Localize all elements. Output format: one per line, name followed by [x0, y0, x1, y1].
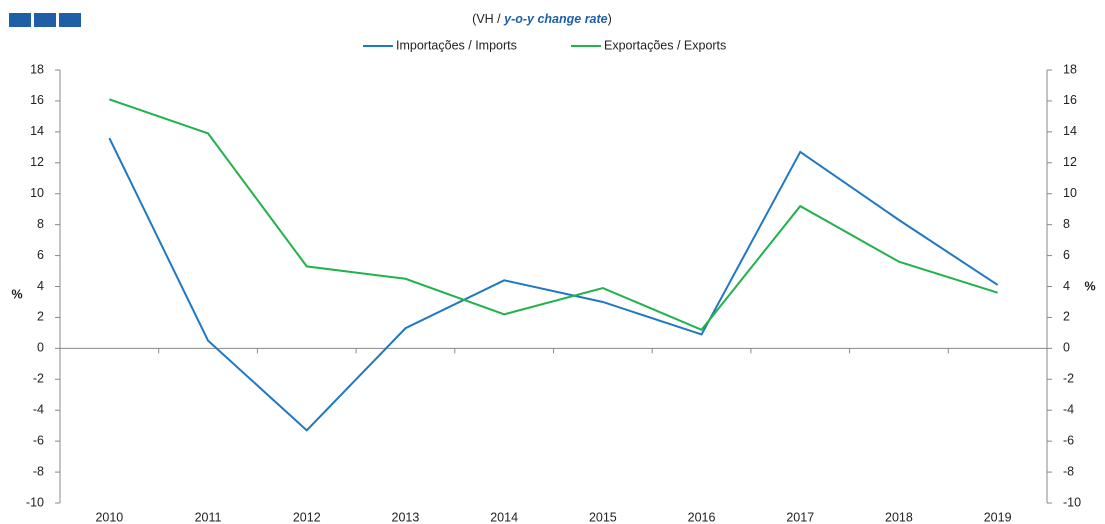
legend-label: Exportações / Exports	[604, 38, 726, 52]
title-emphasis: y-o-y change rate	[503, 12, 608, 26]
x-tick-label: 2012	[293, 510, 321, 524]
x-tick-label: 2015	[589, 510, 617, 524]
y-axis-label: %	[11, 287, 22, 301]
y2-tick-label: 14	[1063, 124, 1077, 138]
logo-block	[59, 13, 81, 27]
y-tick-label: 0	[37, 341, 44, 355]
chart-title: (VH / y-o-y change rate)	[472, 12, 612, 26]
y2-tick-label: 8	[1063, 217, 1070, 231]
x-tick-label: 2018	[885, 510, 913, 524]
y2-tick-label: -4	[1063, 403, 1074, 417]
y2-tick-label: 6	[1063, 248, 1070, 262]
y2-axis-label: %	[1084, 279, 1095, 293]
y2-tick-label: -2	[1063, 372, 1074, 386]
x-tick-label: 2019	[984, 510, 1012, 524]
logo-block	[9, 13, 31, 27]
title-suffix: )	[608, 12, 612, 26]
y2-tick-label: 2	[1063, 310, 1070, 324]
y-tick-label: -2	[33, 372, 44, 386]
y-tick-label: -10	[26, 495, 44, 509]
y-tick-label: -6	[33, 433, 44, 447]
y-tick-label: 6	[37, 248, 44, 262]
y2-tick-label: 18	[1063, 62, 1077, 76]
y-tick-label: 4	[37, 279, 44, 293]
y-tick-label: 14	[30, 124, 44, 138]
y2-tick-label: -10	[1063, 495, 1081, 509]
y2-tick-label: 10	[1063, 186, 1077, 200]
y2-tick-label: -8	[1063, 464, 1074, 478]
y-tick-label: -4	[33, 403, 44, 417]
x-tick-label: 2016	[688, 510, 716, 524]
y2-tick-label: 16	[1063, 93, 1077, 107]
y-tick-label: -8	[33, 464, 44, 478]
y2-tick-label: -6	[1063, 433, 1074, 447]
series-line	[108, 137, 999, 432]
series-line	[109, 98, 998, 332]
y2-tick-label: 4	[1063, 279, 1070, 293]
y-tick-label: 18	[30, 62, 44, 76]
y-tick-label: 16	[30, 93, 44, 107]
title-prefix: (VH /	[472, 12, 504, 26]
y-tick-label: 10	[30, 186, 44, 200]
logo-block	[34, 13, 56, 27]
x-tick-label: 2013	[392, 510, 420, 524]
x-tick-label: 2011	[195, 510, 222, 524]
x-tick-label: 2010	[95, 510, 123, 524]
y2-tick-label: 12	[1063, 155, 1077, 169]
y-tick-label: 2	[37, 310, 44, 324]
legend-label: Importações / Imports	[396, 38, 517, 52]
y-tick-label: 12	[30, 155, 44, 169]
x-tick-label: 2014	[490, 510, 518, 524]
x-tick-label: 2017	[786, 510, 814, 524]
y-tick-label: 8	[37, 217, 44, 231]
y2-tick-label: 0	[1063, 341, 1070, 355]
